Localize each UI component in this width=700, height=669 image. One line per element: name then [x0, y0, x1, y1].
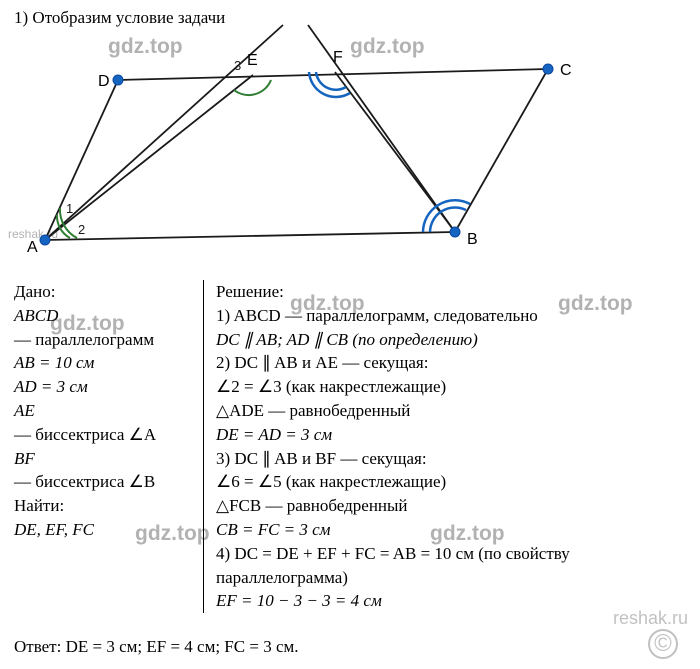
segment-bf [335, 72, 455, 232]
point-c [543, 64, 553, 74]
segment-cd [118, 69, 548, 80]
label-e: E [247, 52, 258, 69]
solution-line: 2) DC ∥ AB и AE — секущая: [216, 351, 570, 375]
point-b [450, 227, 460, 237]
solution-line: △FCB — равнобедренный [216, 494, 570, 518]
line-ext-above-f [308, 25, 455, 232]
angle-arc-e [234, 80, 271, 95]
solution-line: ∠2 = ∠3 (как накрестлежащие) [216, 375, 570, 399]
solution-line: 4) DC = DE + EF + FC = AB = 10 см (по св… [216, 542, 570, 566]
label-b: B [467, 231, 478, 248]
geometry-diagram: A B C D E F 1 2 3 [0, 30, 700, 270]
label-d: D [98, 73, 110, 90]
given-line: BF [14, 447, 195, 471]
given-line: — параллелограмм [14, 328, 195, 352]
solution-line: 3) DC ∥ AB и BF — секущая: [216, 447, 570, 471]
given-line: — биссектриса ∠B [14, 470, 195, 494]
label-a: A [27, 239, 38, 256]
given-line: ABCD [14, 304, 195, 328]
solution-line: DE = AD = 3 см [216, 423, 570, 447]
solution-line: △ADE — равнобедренный [216, 399, 570, 423]
two-column-proof: Дано: ABCD — параллелограмм AB = 10 см A… [14, 280, 686, 613]
solution-line: параллелограмма) [216, 566, 570, 590]
solution-line: CB = FC = 3 см [216, 518, 570, 542]
given-column: Дано: ABCD — параллелограмм AB = 10 см A… [14, 280, 204, 613]
given-line: AE [14, 399, 195, 423]
angle-label-2: 2 [78, 222, 85, 237]
answer-line: Ответ: DE = 3 см; EF = 4 см; FC = 3 см. [14, 637, 299, 657]
given-line: AD = 3 см [14, 375, 195, 399]
find-line: DE, EF, FC [14, 518, 195, 542]
solution-line: DC ∥ AB; AD ∥ CB (по определению) [216, 328, 570, 352]
segment-ab [45, 232, 455, 240]
given-title: Дано: [14, 280, 195, 304]
segment-da [45, 80, 118, 240]
given-line: — биссектриса ∠A [14, 423, 195, 447]
copyright-icon: © [648, 629, 678, 659]
solution-title: Решение: [216, 280, 570, 304]
point-a [40, 235, 50, 245]
angle-label-3: 3 [234, 58, 241, 73]
label-f: F [333, 49, 343, 66]
solution-column: Решение: 1) ABCD — параллелограмм, следо… [204, 280, 570, 613]
angle-label-1: 1 [66, 201, 73, 216]
segment-ae [45, 75, 253, 240]
solution-line: EF = 10 − 3 − 3 = 4 см [216, 589, 570, 613]
solution-line: ∠6 = ∠5 (как накрестлежащие) [216, 470, 570, 494]
label-c: C [560, 62, 572, 79]
point-d [113, 75, 123, 85]
solution-line: 1) ABCD — параллелограмм, следовательно [216, 304, 570, 328]
segment-bc [455, 69, 548, 232]
find-title: Найти: [14, 494, 195, 518]
problem-step-title: 1) Отобразим условие задачи [14, 8, 225, 28]
given-line: AB = 10 см [14, 351, 195, 375]
angle-arc-b [430, 207, 466, 232]
